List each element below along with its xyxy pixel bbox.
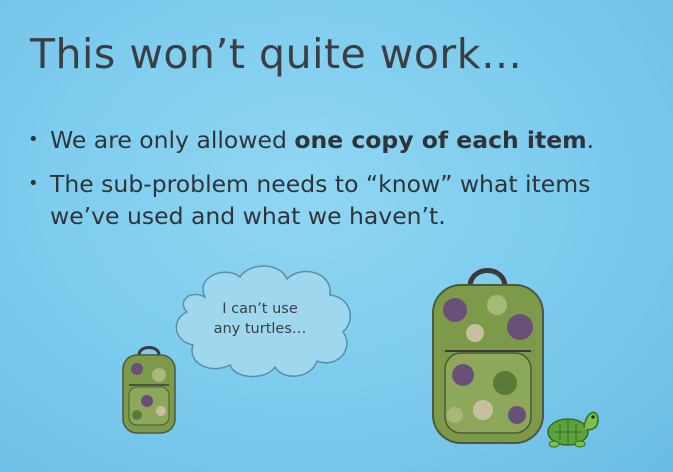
bullet-1-text-before: We are only allowed xyxy=(50,126,295,154)
thought-line-2: any turtles… xyxy=(213,321,307,337)
bullet-item-2: • The sub-problem needs to “know” what i… xyxy=(28,168,648,232)
thought-bubble-text: I can’t use any turtles… xyxy=(205,299,315,339)
bullet-item-1: • We are only allowed one copy of each i… xyxy=(28,124,648,156)
bullet-dot-icon: • xyxy=(28,129,39,150)
slide-title: This won’t quite work… xyxy=(30,30,523,78)
bullet-text-1: We are only allowed one copy of each ite… xyxy=(50,124,594,156)
bullet-list: • We are only allowed one copy of each i… xyxy=(28,124,648,244)
bullet-dot-icon: • xyxy=(28,173,39,194)
thought-cloud xyxy=(175,265,352,378)
small-backpack-icon xyxy=(122,346,176,434)
thought-line-1: I can’t use xyxy=(222,301,298,317)
turtle-icon xyxy=(547,411,599,448)
bullet-1-bold-text: one copy of each item xyxy=(294,126,587,154)
bullet-2-line-1: The sub-problem needs to “know” what ite… xyxy=(50,170,591,198)
bullet-text-2: The sub-problem needs to “know” what ite… xyxy=(50,168,590,232)
bullet-2-line-2: we’ve used and what we haven’t. xyxy=(50,202,446,230)
large-backpack-icon xyxy=(432,268,544,444)
bullet-1-text-after: . xyxy=(586,126,595,154)
